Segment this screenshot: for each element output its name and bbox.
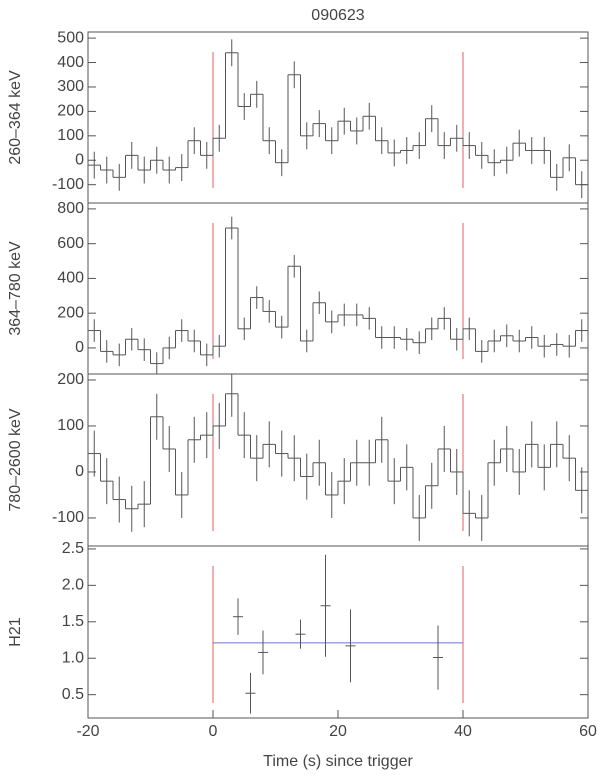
y-axis-label: 364–780 keV <box>7 241 24 336</box>
y-axis-label: 780–2600 keV <box>7 408 24 512</box>
y-tick-label: 0.5 <box>62 686 84 703</box>
y-tick-label: 2.5 <box>62 540 84 557</box>
y-tick-label: 0 <box>75 339 84 356</box>
y-tick-label: -100 <box>52 176 84 193</box>
y-tick-label: 200 <box>57 371 84 388</box>
y-tick-label: 400 <box>57 54 84 71</box>
x-axis-label: Time (s) since trigger <box>263 753 413 770</box>
y-tick-label: 400 <box>57 270 84 287</box>
x-tick-label: 0 <box>209 723 218 740</box>
y-tick-label: 200 <box>57 103 84 120</box>
x-tick-label: -20 <box>76 723 99 740</box>
x-tick-label: 20 <box>329 723 347 740</box>
y-axis-label: 260–364 keV <box>7 70 24 165</box>
y-tick-label: 2.0 <box>62 577 84 594</box>
y-axis-label: H21 <box>7 617 24 646</box>
y-tick-label: 600 <box>57 235 84 252</box>
plot-frame <box>87 545 589 719</box>
y-tick-label: 500 <box>57 29 84 46</box>
chart-title: 090623 <box>311 7 364 24</box>
y-tick-label: 100 <box>57 417 84 434</box>
y-tick-label: 0 <box>75 463 84 480</box>
y-tick-label: 100 <box>57 127 84 144</box>
y-tick-label: 1.0 <box>62 649 84 666</box>
y-tick-label: -100 <box>52 509 84 526</box>
y-tick-label: 200 <box>57 304 84 321</box>
y-tick-label: 0 <box>75 151 84 168</box>
y-tick-label: 1.5 <box>62 613 84 630</box>
y-tick-label: 300 <box>57 78 84 95</box>
plot-frame <box>87 31 589 204</box>
y-tick-label: 800 <box>57 200 84 217</box>
x-tick-label: 40 <box>454 723 472 740</box>
x-tick-label: 60 <box>579 723 597 740</box>
